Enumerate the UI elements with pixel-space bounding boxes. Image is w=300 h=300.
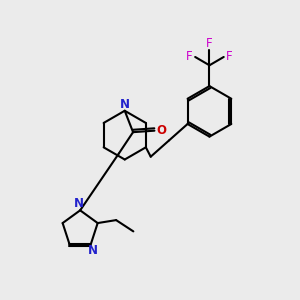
Text: O: O (156, 124, 166, 137)
Text: F: F (206, 38, 213, 50)
Text: F: F (226, 50, 233, 64)
Text: N: N (120, 98, 130, 111)
Text: F: F (186, 50, 193, 64)
Text: N: N (88, 244, 98, 257)
Text: N: N (74, 197, 84, 210)
